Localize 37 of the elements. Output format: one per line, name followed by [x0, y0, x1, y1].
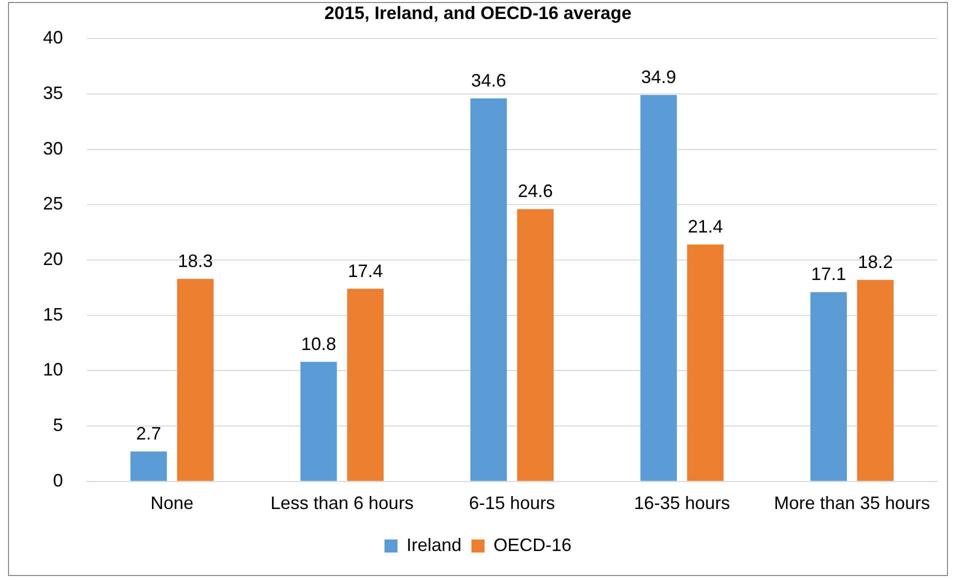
- bar: [177, 278, 214, 481]
- data-label: 10.8: [301, 334, 336, 354]
- y-tick-label: 15: [42, 304, 64, 324]
- data-label: 17.4: [348, 260, 383, 281]
- bar: [687, 244, 724, 481]
- y-tick-label: 5: [53, 415, 64, 436]
- data-label: 34.9: [641, 67, 676, 88]
- x-tick-label: 16-35 hours: [634, 493, 730, 514]
- data-label: 17.1: [811, 264, 846, 284]
- x-tick-label: None: [150, 493, 194, 514]
- x-tick-label: 6-15 hours: [468, 493, 556, 514]
- bar: [517, 209, 554, 481]
- bar: [640, 95, 677, 481]
- x-tick-label: Less than 6 hours: [270, 493, 414, 514]
- y-tick-label: 0: [53, 470, 64, 490]
- data-label: 18.3: [178, 250, 213, 271]
- data-label: 18.2: [858, 252, 893, 272]
- data-label: 34.6: [471, 70, 506, 90]
- data-label: 2.7: [136, 423, 162, 444]
- y-tick-label: 30: [42, 138, 64, 158]
- bar: [470, 98, 507, 481]
- bar: [810, 292, 847, 481]
- bar: [857, 280, 894, 481]
- data-label: 24.6: [518, 181, 553, 202]
- x-tick-label: More than 35 hours: [774, 493, 930, 514]
- bar: [300, 362, 337, 481]
- y-tick-label: 35: [42, 82, 64, 103]
- data-label: 21.4: [688, 216, 723, 236]
- y-tick-label: 20: [42, 248, 64, 269]
- bar: [130, 452, 167, 481]
- legend-label: OECD-16: [494, 534, 572, 555]
- bar: [347, 288, 384, 481]
- y-tick-label: 25: [42, 194, 64, 214]
- y-tick-label: 10: [42, 360, 64, 380]
- legend-label: Ireland: [406, 534, 462, 555]
- y-tick-label: 40: [42, 28, 64, 48]
- chart-title: 2015, Ireland, and OECD-16 average: [324, 2, 632, 23]
